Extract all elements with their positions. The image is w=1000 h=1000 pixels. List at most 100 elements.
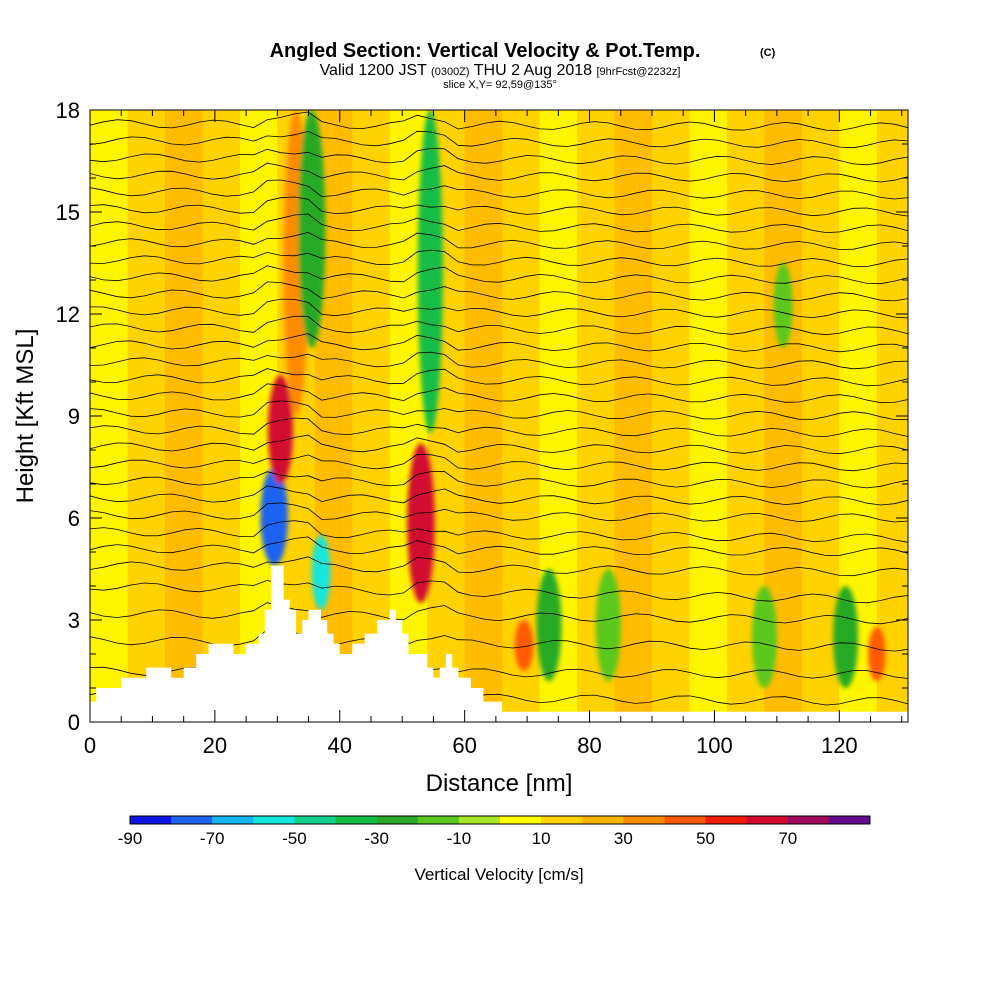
x-tick-label: 120 [821,733,858,758]
colorbar-swatch [664,816,707,824]
velocity-band [514,110,528,722]
chart-title-mark: (C) [760,47,776,59]
velocity-band [564,110,578,722]
y-tick-label: 6 [68,506,80,531]
velocity-cell [260,467,288,566]
theta-contour-line [90,400,908,421]
colorbar-swatch [171,816,213,824]
theta-contour-line [90,485,908,506]
x-tick-label: 60 [452,733,476,758]
theta-contour-line [90,383,908,404]
x-tick-label: 100 [696,733,733,758]
velocity-cell [297,110,326,348]
theta-contour-line [90,281,908,302]
velocity-band [164,110,178,722]
colorbar-tick-label: -70 [200,829,225,848]
subtitle-zulu: (0300Z) [431,66,470,78]
velocity-band [452,110,466,722]
theta-contour-line [90,265,908,285]
velocity-cell [868,626,886,682]
colorbar-tick-label: 10 [532,829,551,848]
theta-contour-line [90,579,908,604]
velocity-cell [751,586,777,688]
velocity-band [851,110,865,722]
velocity-band [676,110,690,722]
colorbar-tick-label: -30 [364,829,389,848]
chart-subtitle: Valid 1200 JST (0300Z) THU 2 Aug 2018 [9… [320,62,681,79]
velocity-band [402,110,416,722]
y-tick-label: 0 [68,710,80,735]
colorbar-tick-labels: -90 -70 -50 -30 -10 10 30 50 70 [118,829,798,848]
colorbar-swatch [458,816,501,824]
velocity-band [739,110,753,722]
y-tick-label: 12 [56,302,80,327]
velocity-band [577,110,591,722]
theta-contour-line [90,556,908,577]
theta-contour-line [90,213,908,234]
theta-contour-line [90,130,908,149]
velocity-band [177,110,191,722]
theta-contour-line [90,179,908,200]
theta-contour-line [90,368,908,387]
x-axis-label: Distance [nm] [426,770,573,797]
colorbar-swatch [376,816,419,824]
velocity-band [464,110,478,722]
colorbar-swatch [582,816,624,824]
velocity-cell [595,569,621,682]
theta-contour-line [90,520,908,543]
velocity-band [202,110,216,722]
colorbar-swatch [705,816,748,824]
velocity-band [814,110,828,722]
velocity-band [327,110,341,722]
plot-area [90,110,908,722]
velocity-cell [311,535,331,610]
velocity-band [789,110,803,722]
colorbar-label: Vertical Velocity [cm/s] [414,865,583,884]
y-axis-ticks: 0 3 6 9 12 15 18 [56,98,908,735]
velocity-band [801,110,815,722]
velocity-band [352,110,366,722]
x-tick-label: 80 [577,733,601,758]
subtitle-date: THU 2 Aug 2018 [474,62,592,79]
x-axis-ticks: 0 20 40 60 80 100 120 [84,110,903,758]
theta-contour-line [90,536,908,556]
colorbar-tick-label: 70 [778,829,797,848]
velocity-band [152,110,166,722]
velocity-cell [833,586,859,688]
velocity-band [651,110,665,722]
velocity-band [502,110,516,722]
y-axis-label: Height [Kft MSL] [12,329,39,504]
theta-contour-line [90,162,908,183]
theta-contour-line [90,602,908,625]
theta-contour-line [90,502,908,523]
velocity-band [602,110,616,722]
velocity-band [664,110,678,722]
velocity-band [839,110,853,722]
y-tick-label: 3 [68,608,80,633]
velocity-band [489,110,503,722]
velocity-cell [773,263,793,348]
velocity-band [189,110,203,722]
y-tick-label: 18 [56,98,80,123]
colorbar [129,815,871,825]
subtitle-forecast: [9hrFcst@2232z] [596,66,680,78]
colorbar-frame [129,815,871,825]
chart-title: Angled Section: Vertical Velocity & Pot.… [270,40,701,62]
velocity-band [477,110,491,722]
velocity-band [701,110,715,722]
theta-contour-line [90,351,908,370]
velocity-band [114,110,128,722]
velocity-band [764,110,778,722]
velocity-band [377,110,391,722]
velocity-band [639,110,653,722]
theta-contour-line [90,315,908,336]
velocity-band [364,110,378,722]
theta-contour-line [90,471,908,489]
subtitle-valid: Valid 1200 JST [320,62,428,79]
colorbar-swatch [212,816,254,824]
theta-contour-line [90,453,908,472]
colorbar-swatch [623,816,665,824]
x-tick-label: 40 [328,733,352,758]
velocity-bands [90,110,908,722]
colorbar-swatch [130,816,172,824]
